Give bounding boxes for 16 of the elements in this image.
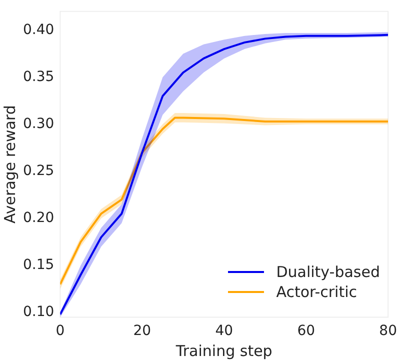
y-tick-label: 0.35: [23, 68, 54, 85]
x-tick-label: 0: [56, 323, 65, 340]
legend-label: Duality-based: [276, 263, 380, 281]
y-tick-label: 0.10: [23, 304, 54, 320]
y-tick-label: 0.40: [23, 22, 54, 38]
x-tick-label: 20: [133, 323, 152, 340]
x-axis-title: Training step: [174, 342, 272, 360]
x-tick-label: 40: [215, 323, 234, 340]
y-tick-label: 0.25: [23, 163, 54, 179]
y-axis-title: Average reward: [0, 105, 19, 224]
y-tick-label: 0.15: [23, 257, 54, 274]
x-tick-label: 60: [297, 323, 316, 340]
y-tick-label: 0.20: [23, 210, 54, 226]
legend-label: Actor-critic: [276, 283, 358, 301]
y-tick-label: 0.30: [23, 116, 54, 132]
x-tick-label: 80: [379, 323, 398, 340]
